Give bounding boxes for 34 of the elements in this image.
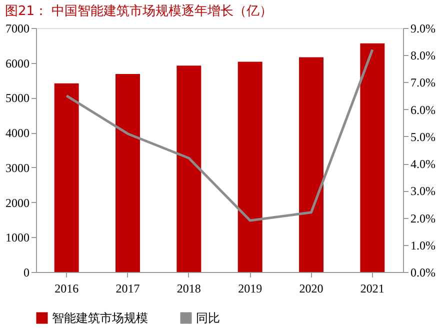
y2-tick-label: 4.0% (410, 157, 436, 172)
y2-tick-label: 1.0% (410, 238, 436, 252)
y-tick-label: 2000 (6, 196, 30, 210)
bar (116, 74, 140, 272)
bar (176, 66, 202, 272)
bar (360, 43, 385, 272)
y-tick-label: 7000 (6, 22, 30, 36)
y2-tick-label: 5.0% (410, 130, 436, 144)
x-tick-label: 2016 (54, 282, 79, 296)
legend-label: 同比 (196, 311, 220, 325)
y-tick-label: 0 (24, 266, 30, 280)
legend-label: 智能建筑市场规模 (52, 311, 148, 325)
bar (299, 57, 324, 272)
y-tick-label: 6000 (6, 56, 30, 70)
y2-tick-label: 3.0% (410, 184, 436, 198)
x-tick-label: 2017 (116, 282, 140, 296)
x-tick-label: 2019 (238, 282, 262, 296)
y2-tick-label: 0.0% (410, 266, 436, 280)
y-tick-label: 5000 (6, 91, 30, 106)
y2-tick-label: 7.0% (410, 76, 436, 90)
y2-tick-label: 9.0% (410, 22, 436, 36)
bar (54, 83, 79, 272)
chart-title: 图21： 中国智能建筑市场规模逐年增长（亿） (5, 4, 273, 19)
x-tick-label: 2020 (299, 282, 324, 296)
y2-tick-label: 8.0% (410, 48, 436, 63)
line-series (65, 48, 374, 222)
y-tick-label: 3000 (6, 160, 30, 175)
x-tick-label: 2018 (176, 282, 201, 296)
y-tick-label: 4000 (6, 126, 30, 140)
bar (238, 62, 262, 272)
y2-tick-label: 6.0% (410, 102, 436, 117)
x-tick-label: 2021 (360, 282, 384, 296)
y-tick-label: 1000 (6, 230, 30, 245)
y2-tick-label: 2.0% (410, 211, 436, 226)
